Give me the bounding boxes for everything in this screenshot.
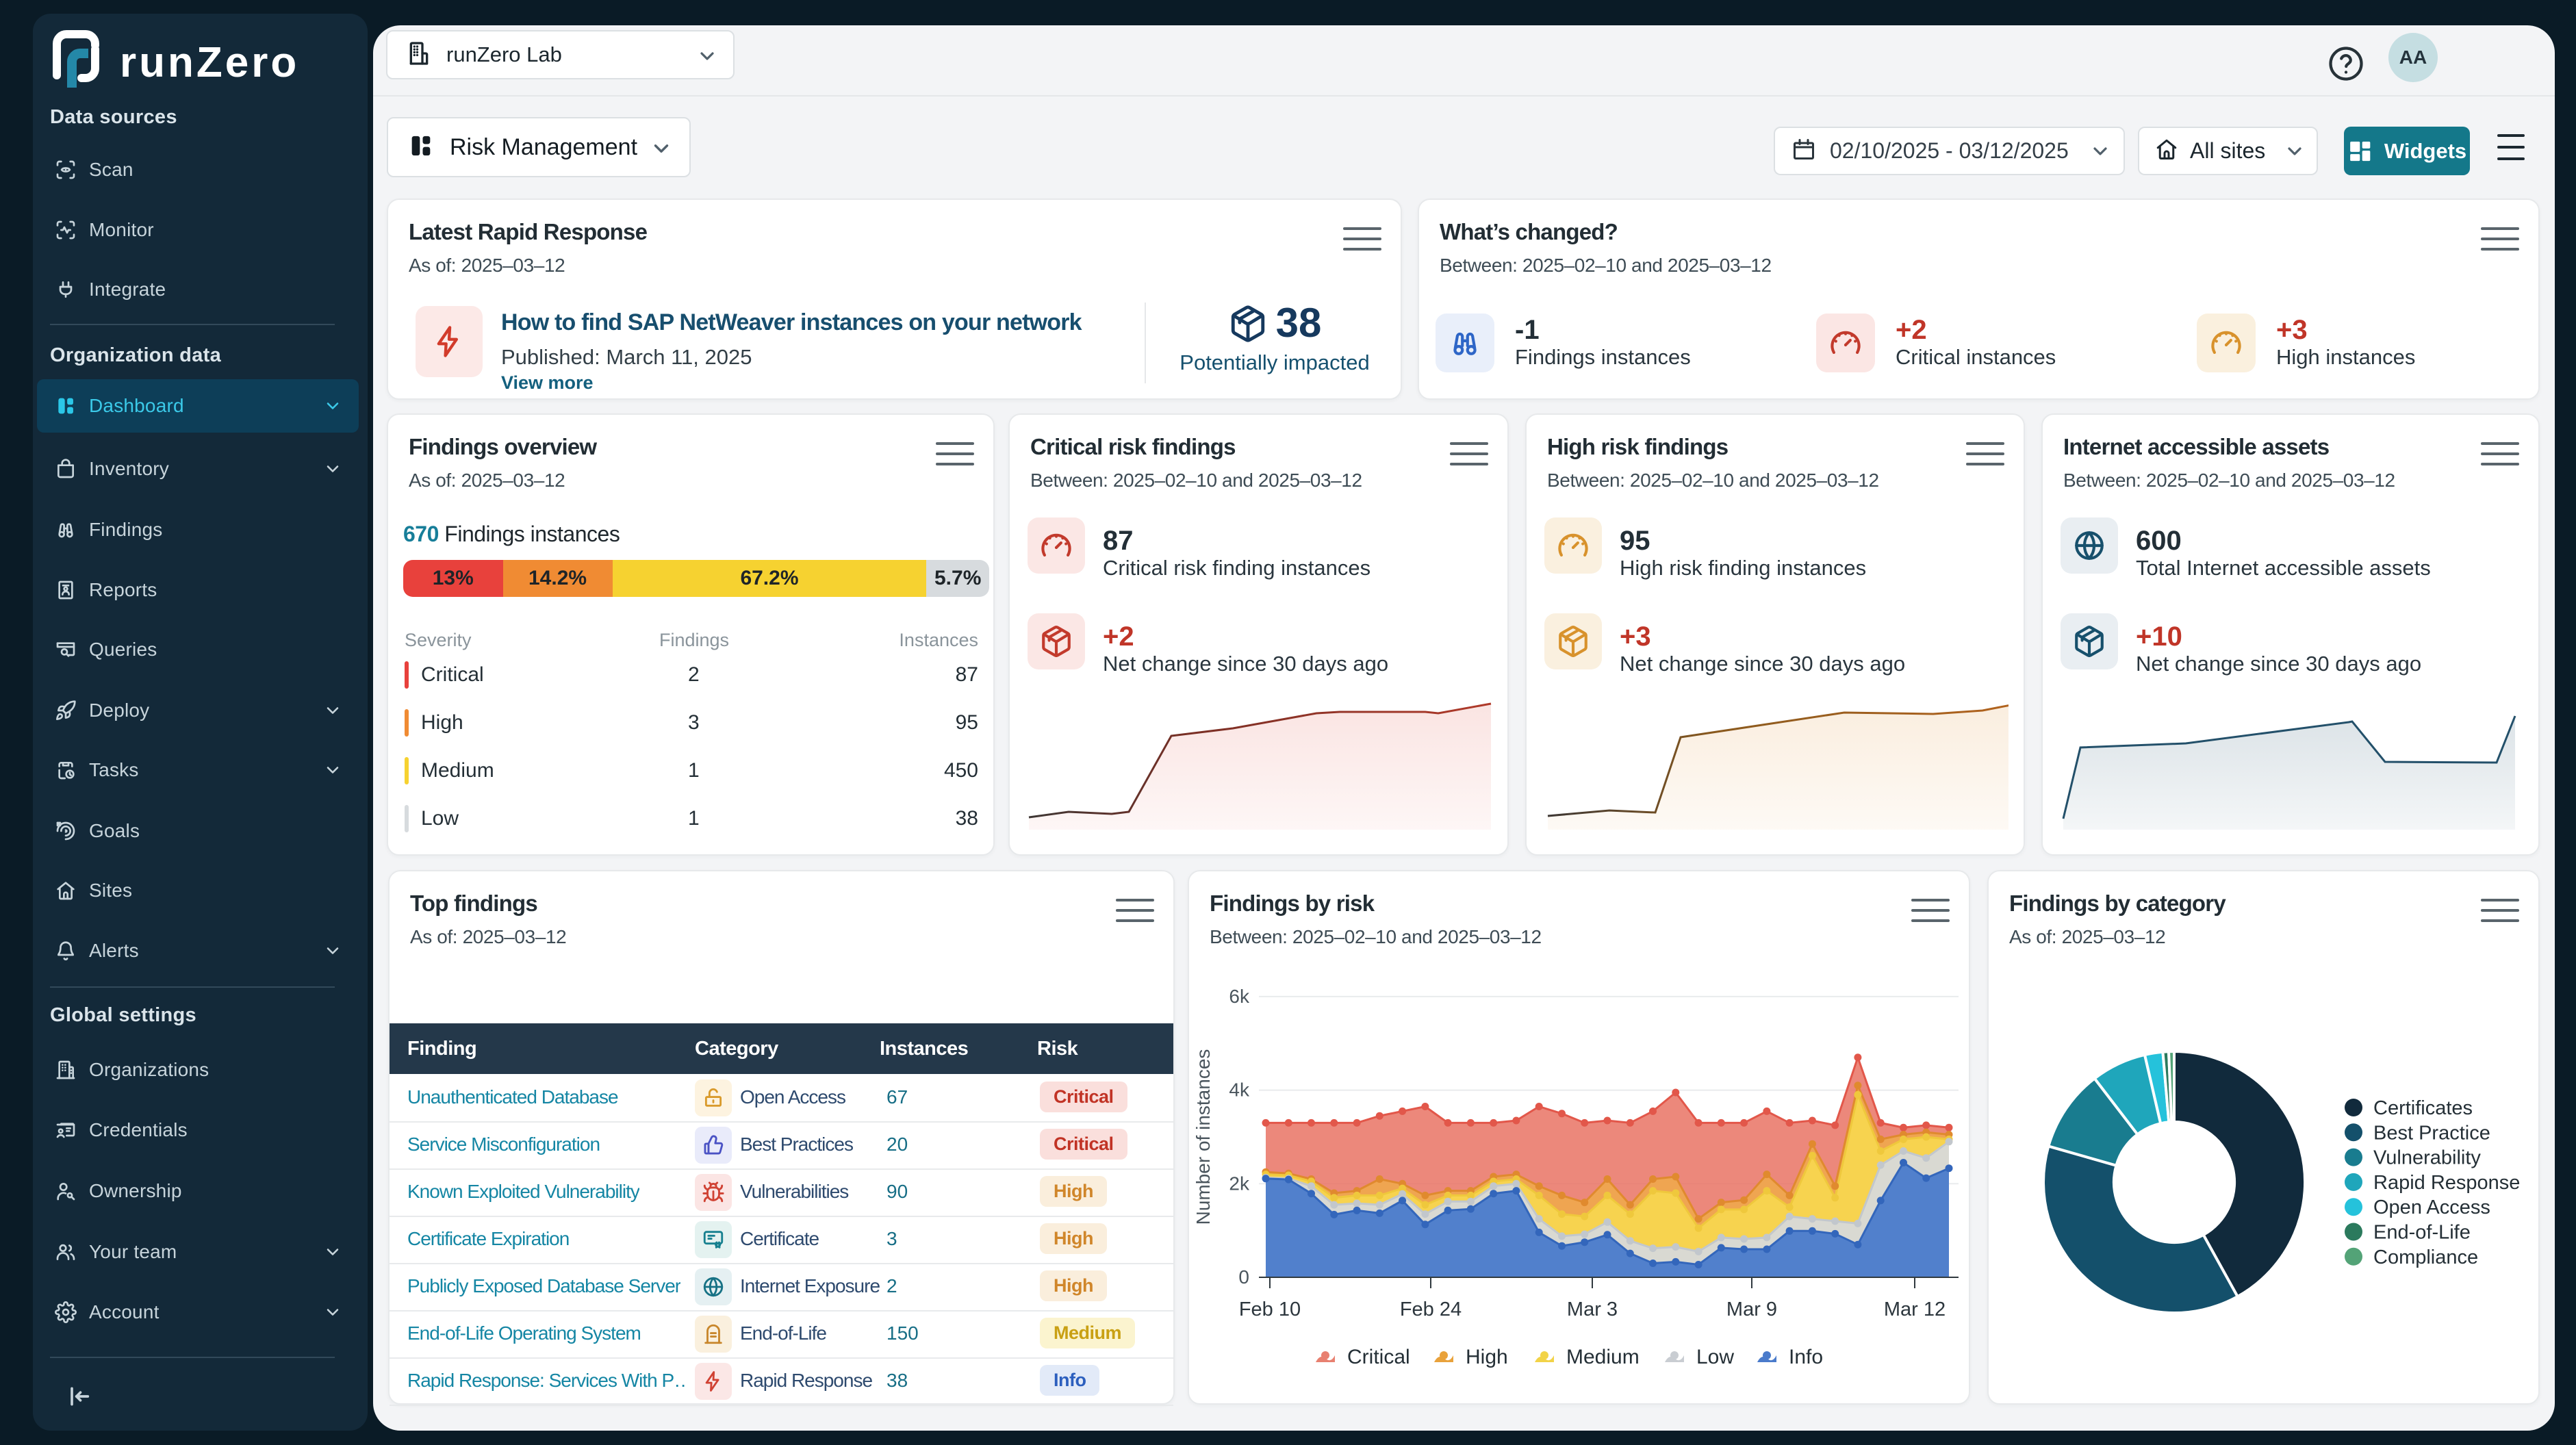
svg-text:Mar 12: Mar 12 bbox=[1884, 1299, 1946, 1320]
svg-text:Mar 3: Mar 3 bbox=[1567, 1299, 1618, 1320]
svg-text:Number of instances: Number of instances bbox=[1193, 1049, 1214, 1225]
svg-text:End-of-Life: End-of-Life bbox=[2373, 1222, 2471, 1244]
svg-text:4k: 4k bbox=[1229, 1079, 1250, 1101]
svg-text:Vulnerability: Vulnerability bbox=[2373, 1147, 2481, 1169]
svg-text:Certificates: Certificates bbox=[2373, 1097, 2473, 1119]
svg-text:Mar 9: Mar 9 bbox=[1726, 1299, 1777, 1320]
svg-text:6k: 6k bbox=[1229, 986, 1250, 1007]
svg-text:runZero: runZero bbox=[120, 39, 299, 86]
svg-text:2k: 2k bbox=[1229, 1173, 1250, 1194]
svg-text:Medium: Medium bbox=[1566, 1346, 1640, 1368]
svg-text:Best Practice: Best Practice bbox=[2373, 1122, 2490, 1144]
svg-text:Critical: Critical bbox=[1347, 1346, 1410, 1368]
svg-text:0: 0 bbox=[1238, 1266, 1249, 1288]
svg-text:Info: Info bbox=[1789, 1346, 1823, 1368]
svg-text:Feb 24: Feb 24 bbox=[1400, 1299, 1462, 1320]
svg-text:Compliance: Compliance bbox=[2373, 1246, 2478, 1268]
svg-text:High: High bbox=[1466, 1346, 1508, 1368]
svg-text:Feb 10: Feb 10 bbox=[1239, 1299, 1301, 1320]
svg-text:Low: Low bbox=[1696, 1346, 1734, 1368]
svg-text:Rapid Response: Rapid Response bbox=[2373, 1172, 2520, 1194]
svg-text:Open Access: Open Access bbox=[2373, 1197, 2490, 1218]
